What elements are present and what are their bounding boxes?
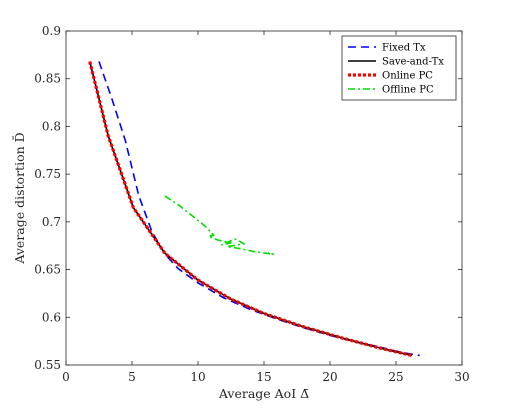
x-tick-label: 25 — [388, 370, 403, 384]
x-tick-label: 0 — [62, 370, 70, 384]
series-line-fixed-tx — [98, 61, 420, 357]
y-tick-label: 0.9 — [42, 24, 61, 38]
series-line-online-pc — [88, 61, 413, 358]
y-tick-label: 0.75 — [34, 167, 61, 181]
x-axis-title: Average AoI Δ̄ — [218, 386, 309, 401]
legend-label: Offline PC — [382, 85, 434, 96]
legend-label: Online PC — [382, 71, 433, 82]
x-tick-label: 10 — [190, 370, 205, 384]
series-line-offline-pc — [164, 195, 275, 256]
y-tick-label: 0.6 — [42, 310, 61, 324]
series-layer — [88, 61, 420, 358]
x-tick-label: 20 — [322, 370, 337, 384]
x-tick-label: 15 — [256, 370, 271, 384]
y-axis-title: Average distortion D̄ — [12, 132, 27, 264]
x-tick-label: 30 — [454, 370, 469, 384]
legend-label: Save-and-Tx — [382, 57, 444, 68]
y-tick-label: 0.65 — [34, 263, 61, 277]
y-tick-label: 0.8 — [42, 119, 61, 133]
y-tick-label: 0.55 — [34, 358, 61, 372]
legend: Fixed Tx Save-and-Tx Online PC Offline PC — [341, 35, 457, 101]
y-tick-label: 0.7 — [42, 215, 61, 229]
legend-label: Fixed Tx — [382, 43, 426, 54]
y-tick-label: 0.85 — [34, 72, 61, 86]
axes-layer: 0 5 10 15 20 25 30 0.55 0.6 0.65 0.7 0.75 0.8 0.85 0.9 — [34, 24, 469, 384]
x-tick-label: 5 — [128, 370, 136, 384]
